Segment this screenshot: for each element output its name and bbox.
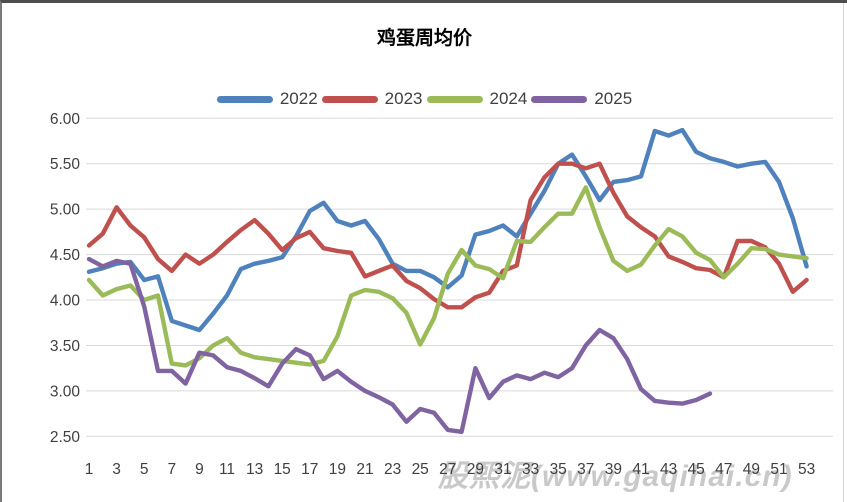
series-line-2022[interactable]: [86, 127, 809, 333]
y-axis-tick-label: 3.50: [50, 338, 81, 355]
watermark-text: 股熙泥(www.gaqihai.cn): [438, 460, 793, 493]
x-axis-tick-label: 21: [356, 461, 373, 478]
chart-title: 鸡蛋周均价: [376, 28, 472, 49]
x-axis-tick-label: 1: [85, 461, 94, 478]
legend-item-2022[interactable]: 2022: [216, 89, 318, 109]
legend-label: 2025: [594, 89, 633, 108]
legend-item-2023[interactable]: 2023: [321, 89, 423, 109]
legend-line-swatch-2022: [216, 95, 273, 103]
series-line-2025[interactable]: [86, 256, 713, 434]
window-edge-line: [843, 3, 844, 502]
legend-label: 2024: [489, 89, 528, 108]
x-axis-tick-label: 39: [605, 461, 622, 478]
x-axis-tick-label: 37: [577, 461, 594, 478]
x-axis-tick-label: 51: [770, 461, 787, 478]
x-axis-tick-label: 13: [246, 461, 263, 478]
y-axis-tick-label: 2.50: [50, 429, 81, 446]
legend-line-swatch-2025: [531, 95, 588, 103]
legend-label: 2023: [384, 89, 423, 108]
series-line-2024[interactable]: [86, 185, 809, 368]
x-axis-tick-label: 11: [219, 461, 235, 478]
x-axis-tick-label: 15: [274, 461, 291, 478]
legend-item-2024[interactable]: 2024: [426, 89, 528, 109]
series-line-2023[interactable]: [86, 161, 809, 310]
chart-legend: 2022 2023 2024 2025: [2, 89, 847, 109]
x-axis-tick-label: 17: [301, 461, 318, 478]
y-axis-tick-label: 5.00: [50, 202, 81, 219]
x-axis-tick-label: 27: [439, 461, 456, 478]
x-axis-tick-label: 7: [167, 461, 176, 478]
y-axis-tick-label: 5.50: [50, 156, 81, 173]
y-axis-tick-label: 4.50: [50, 247, 81, 264]
x-axis-tick-label: 9: [195, 461, 204, 478]
legend-item-2025[interactable]: 2025: [531, 89, 632, 109]
x-axis-tick-label: 41: [632, 461, 649, 478]
x-axis-tick-label: 49: [743, 461, 760, 478]
x-axis-tick-label: 43: [660, 461, 677, 478]
x-axis-tick-label: 5: [140, 461, 149, 478]
x-axis-tick-label: 45: [688, 461, 705, 478]
legend-label: 2022: [279, 89, 318, 108]
y-axis-tick-label: 3.00: [50, 383, 81, 400]
x-axis-tick-label: 53: [798, 461, 815, 478]
y-axis-tick-label: 4.00: [50, 293, 81, 310]
x-axis-tick-label: 19: [329, 461, 346, 478]
plot-area: 6.005.505.004.504.003.503.002.501 3 5 7 9 11 1…: [50, 111, 833, 478]
x-axis-tick-label: 33: [522, 461, 539, 478]
legend-line-swatch-2023: [321, 95, 378, 103]
y-axis-tick-label: 6.00: [50, 111, 81, 128]
x-axis-tick-label: 31: [494, 461, 511, 478]
x-axis-tick-label: 25: [412, 461, 429, 478]
x-axis-tick-label: 29: [467, 461, 484, 478]
legend-line-swatch-2024: [426, 95, 483, 103]
x-axis-tick-label: 35: [550, 461, 567, 478]
x-axis-tick-label: 47: [715, 461, 732, 478]
x-axis-tick-label: 3: [112, 461, 121, 478]
x-axis-tick-label: 23: [384, 461, 401, 478]
